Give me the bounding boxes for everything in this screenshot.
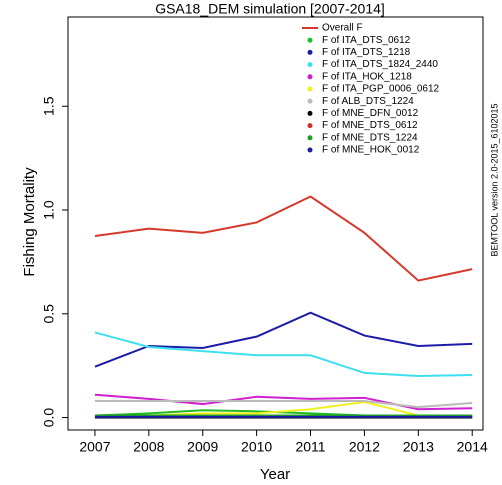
plot-frame [67,16,484,431]
y-tick-label: 0.5 [41,304,57,324]
y-tick-label: 1.5 [41,96,57,116]
legend-swatch [307,135,313,141]
chart-title: GSA18_DEM simulation [2007-2014] [155,1,385,17]
x-tick-label: 2011 [295,439,325,455]
legend-swatch [307,49,313,55]
legend-swatch [307,123,313,129]
y-tick-label: 0.0 [41,408,57,428]
legend-label: Overall F [322,23,363,34]
y-tick-label: 1.0 [41,200,57,220]
x-tick-label: 2009 [187,439,218,455]
legend-label: F of MNE_DFN_0012 [322,108,419,119]
legend-swatch [307,74,313,80]
legend-label: F of ITA_HOK_1218 [322,71,412,82]
y-axis-label: Fishing Mortality [21,167,38,277]
legend-swatch [307,147,313,153]
legend-label: F of ITA_PGP_0006_0612 [322,84,440,95]
legend-swatch [307,98,313,104]
x-tick-label: 2008 [133,439,164,455]
series-line [94,393,473,411]
legend-label: F of ITA_DTS_1218 [322,47,411,58]
legend-label: F of MNE_HOK_0012 [322,145,420,156]
series-line [94,331,473,378]
x-tick-label: 2010 [241,439,272,455]
legend-label: F of ITA_DTS_1824_2440 [322,59,438,70]
legend-swatch [307,37,313,43]
series-line [94,399,473,409]
series-line [94,195,473,282]
legend-label: F of ITA_DTS_0612 [322,35,411,46]
x-tick-label: 2014 [457,439,488,455]
annotation: BEMTOOL version 2.0-2015_6102015 [489,103,499,256]
legend-swatch [307,62,313,68]
legend-swatch [307,110,313,116]
x-tick-label: 2007 [79,439,110,455]
legend-label: F of MNE_DTS_1224 [322,132,418,143]
legend-swatch [307,86,313,92]
series-line [94,311,473,368]
x-axis-label: Year [260,466,290,483]
x-tick-label: 2013 [403,439,434,455]
legend-label: F of MNE_DTS_0612 [322,120,418,131]
x-tick-label: 2012 [349,439,380,455]
legend-label: F of ALB_DTS_1224 [322,96,414,107]
